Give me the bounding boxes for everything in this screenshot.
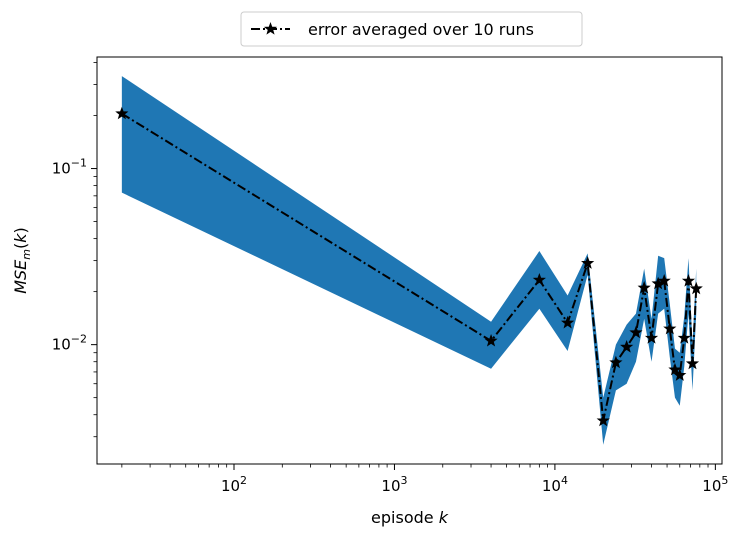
data-point-marker bbox=[609, 355, 623, 369]
data-point-marker bbox=[532, 273, 546, 286]
data-point-marker bbox=[484, 333, 498, 347]
x-tick-label: 103 bbox=[381, 474, 407, 495]
data-point-marker bbox=[673, 368, 687, 381]
data-point-marker bbox=[596, 413, 610, 427]
data-point-marker bbox=[677, 331, 691, 344]
series-layer bbox=[115, 106, 703, 427]
series-line bbox=[121, 112, 698, 421]
data-point-marker bbox=[644, 331, 659, 344]
legend: error averaged over 10 runs bbox=[240, 11, 583, 47]
data-point-marker bbox=[620, 340, 634, 353]
y-axis-label: MSEm(k) bbox=[11, 227, 33, 294]
x-tick-label: 102 bbox=[221, 474, 247, 495]
legend-entry-label: error averaged over 10 runs bbox=[308, 20, 534, 39]
data-point-marker bbox=[668, 362, 682, 376]
x-tick-label: 104 bbox=[542, 474, 568, 495]
data-point-marker bbox=[657, 274, 671, 287]
data-point-marker bbox=[115, 106, 129, 120]
data-point-marker bbox=[681, 274, 696, 287]
x-tick-label: 105 bbox=[702, 474, 728, 495]
data-point-marker bbox=[689, 281, 703, 295]
legend-marker-star bbox=[263, 22, 278, 35]
y-tick-label: 10−1 bbox=[52, 157, 87, 178]
data-point-marker bbox=[629, 325, 643, 339]
data-point-marker bbox=[637, 280, 651, 294]
legend-box bbox=[240, 11, 583, 47]
data-point-marker bbox=[685, 356, 700, 370]
y-tick-label: 10−2 bbox=[52, 333, 87, 354]
data-point-marker bbox=[581, 256, 595, 269]
data-point-marker bbox=[663, 321, 677, 335]
x-axis-label: episode k bbox=[371, 508, 449, 527]
tick-layer: 102 103 104 105 10−1 10−2 bbox=[52, 62, 728, 495]
data-point-marker bbox=[561, 315, 575, 329]
